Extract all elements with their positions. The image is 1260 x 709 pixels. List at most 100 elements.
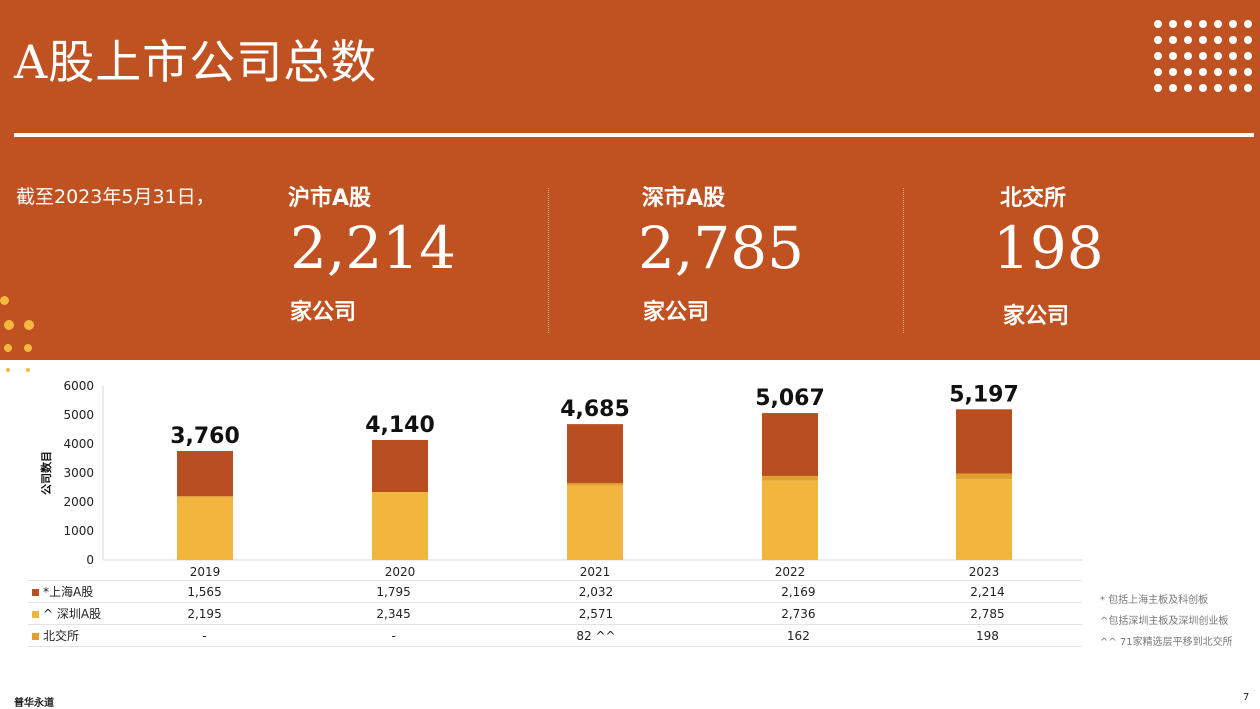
series-label: ^ 深圳A股 — [43, 607, 102, 621]
page-number: 7 — [1243, 692, 1250, 703]
decorative-dot — [1169, 84, 1177, 92]
decorative-dot — [1214, 68, 1222, 76]
divider — [548, 188, 549, 333]
decorative-dot — [1244, 84, 1252, 92]
decorative-dot — [1244, 52, 1252, 60]
series-label: *上海A股 — [43, 585, 94, 599]
decorative-dot — [1154, 20, 1162, 28]
footnote: * 包括上海主板及科创板 — [1100, 595, 1209, 606]
x-tick-label: 2022 — [775, 565, 806, 579]
series-name: ^ 深圳A股 — [28, 602, 110, 625]
total-label: 4,140 — [365, 413, 435, 438]
bar-segment — [177, 450, 233, 497]
table-cell: 2,195 — [110, 602, 300, 625]
table-cell: 1,565 — [110, 580, 300, 603]
stat-label-shenzhen: 深市A股 — [642, 186, 726, 211]
total-label: 4,685 — [560, 397, 630, 422]
series-name: 北交所 — [28, 624, 110, 647]
decorative-dot — [1184, 84, 1192, 92]
decorative-dot — [1244, 36, 1252, 44]
decorative-dot — [1154, 52, 1162, 60]
bar-segment — [567, 483, 623, 486]
bar-segment — [956, 409, 1012, 474]
decorative-dot — [1199, 84, 1207, 92]
stat-unit-shenzhen: 家公司 — [643, 300, 710, 325]
x-tick-label: 2020 — [385, 565, 416, 579]
decorative-dot — [1184, 36, 1192, 44]
y-tick-label: 0 — [86, 553, 94, 567]
table-cell: - — [110, 624, 300, 647]
as-of-date: 截至2023年5月31日， — [16, 186, 215, 208]
bar-segment — [177, 496, 233, 560]
decorative-dot — [1244, 68, 1252, 76]
y-axis-label: 公司数目 — [39, 451, 53, 495]
stat-label-shanghai: 沪市A股 — [288, 186, 372, 211]
table-cell: 2,345 — [299, 602, 489, 625]
decorative-dots — [1154, 20, 1260, 100]
table-cell: 2,169 — [703, 580, 893, 603]
decorative-dot — [1214, 52, 1222, 60]
bar-segment — [567, 424, 623, 484]
stat-value-bse: 198 — [993, 214, 1104, 282]
table-row: 北交所 - - 82 ^^ 162 198 — [28, 624, 1082, 647]
series-name: *上海A股 — [28, 580, 110, 603]
table-row: ^ 深圳A股 2,195 2,345 2,571 2,736 2,785 — [28, 602, 1082, 625]
bar-segment — [762, 480, 818, 560]
decorative-dot — [1169, 36, 1177, 44]
bar-segment — [567, 485, 623, 560]
bar-segment — [762, 413, 818, 476]
page-title: A股上市公司总数 — [14, 35, 378, 89]
decorative-dot — [1169, 20, 1177, 28]
decorative-dot — [1184, 68, 1192, 76]
x-tick-label: 2021 — [580, 565, 611, 579]
title-divider — [14, 133, 1254, 137]
decorative-dot — [1154, 68, 1162, 76]
decorative-dot — [1229, 20, 1237, 28]
decorative-dot — [1214, 84, 1222, 92]
decorative-dot — [1184, 52, 1192, 60]
table-cell: 2,214 — [892, 580, 1082, 603]
stacked-bar-chart: 公司数目 0 1000 2000 3000 4000 5000 6000 3,760 2019 4… — [39, 379, 1082, 579]
decorative-dot — [1244, 20, 1252, 28]
x-tick-label: 2023 — [969, 565, 1000, 579]
table-cell: 198 — [892, 624, 1082, 647]
series-label: 北交所 — [43, 629, 80, 643]
stat-unit-bse: 家公司 — [1003, 304, 1070, 329]
decorative-dot — [1169, 68, 1177, 76]
table-cell: 2,571 — [488, 602, 704, 625]
y-tick-label: 1000 — [63, 524, 94, 538]
decorative-dot — [1229, 36, 1237, 44]
x-tick-label: 2019 — [190, 565, 221, 579]
total-label: 5,067 — [755, 386, 825, 411]
table-cell: 2,032 — [488, 580, 704, 603]
table-row: *上海A股 1,565 1,795 2,032 2,169 2,214 — [28, 580, 1082, 603]
table-cell: 82 ^^ — [488, 624, 704, 647]
header-banner: A股上市公司总数 截至2023年5月31日， 沪市A股 2,214 家公司 深市… — [0, 0, 1260, 360]
bar-segment — [372, 491, 428, 560]
bar-segment — [762, 475, 818, 481]
decorative-dot — [1214, 20, 1222, 28]
y-tick-label: 6000 — [63, 379, 94, 393]
stat-unit-shanghai: 家公司 — [290, 300, 357, 325]
legend-swatch — [32, 589, 39, 596]
footnotes: * 包括上海主板及科创板 ^包括深圳主板及深圳创业板 ^^ 71家精选层平移到北… — [1100, 590, 1233, 653]
table-cell: 2,736 — [703, 602, 893, 625]
stat-label-bse: 北交所 — [1000, 186, 1067, 211]
table-cell: 162 — [703, 624, 893, 647]
table-cell: - — [299, 624, 489, 647]
stat-value-shenzhen: 2,785 — [638, 214, 805, 282]
decorative-dot — [1199, 36, 1207, 44]
decorative-dot — [1154, 84, 1162, 92]
y-tick-label: 2000 — [63, 495, 94, 509]
footnote: ^^ 71家精选层平移到北交所 — [1100, 637, 1233, 648]
y-tick-label: 4000 — [63, 437, 94, 451]
table-cell: 1,795 — [299, 580, 489, 603]
footnote: ^包括深圳主板及深圳创业板 — [1100, 616, 1229, 627]
y-tick-label: 5000 — [63, 408, 94, 422]
divider — [903, 188, 904, 333]
decorative-dot — [1229, 52, 1237, 60]
stat-value-shanghai: 2,214 — [290, 214, 457, 282]
data-table: *上海A股 1,565 1,795 2,032 2,169 2,214 ^ 深圳… — [28, 580, 1082, 647]
y-tick-label: 3000 — [63, 466, 94, 480]
decorative-dot — [1154, 36, 1162, 44]
